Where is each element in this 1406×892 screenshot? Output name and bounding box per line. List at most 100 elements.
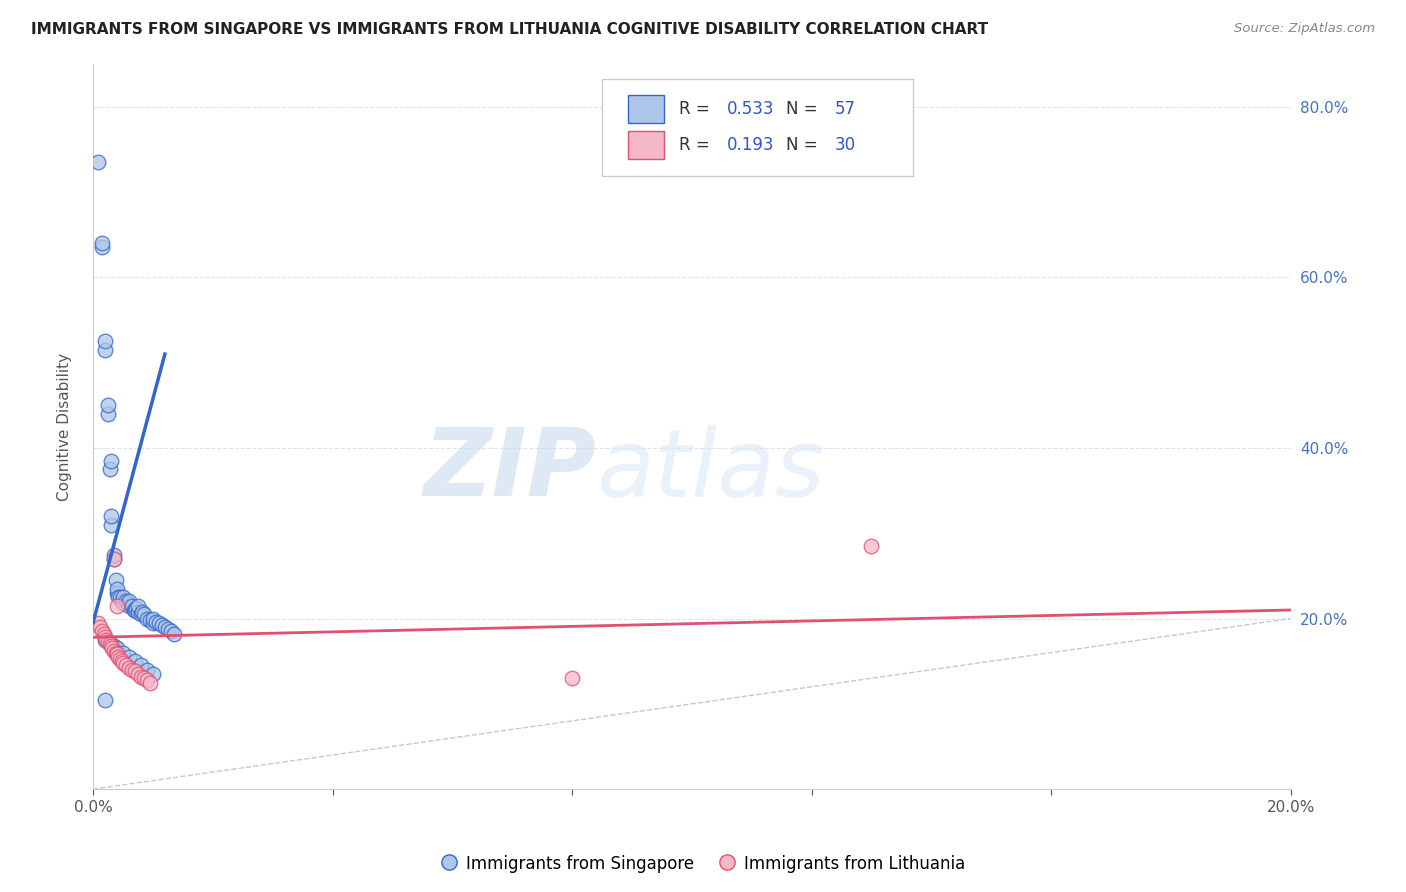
Text: N =: N = [786, 100, 824, 118]
Point [125, 601, 148, 615]
Point [111, 656, 134, 670]
Text: 57: 57 [834, 100, 855, 118]
Point [89, 620, 111, 634]
Point [118, 594, 141, 608]
Point [98, 462, 121, 476]
Point [124, 665, 146, 679]
Point [124, 603, 146, 617]
Point [135, 611, 157, 625]
Text: N =: N = [786, 136, 824, 154]
Point [129, 658, 152, 673]
Point [127, 599, 149, 613]
Point [101, 641, 124, 656]
Point [94, 630, 117, 644]
Point [156, 622, 179, 636]
Point [135, 673, 157, 687]
Point [139, 613, 162, 627]
Point [107, 649, 129, 664]
Point [107, 591, 129, 605]
Point [91, 240, 114, 254]
Point [150, 618, 173, 632]
Point [97, 398, 120, 412]
Point [104, 646, 127, 660]
Point [108, 652, 131, 666]
Point [100, 509, 122, 524]
Point [97, 407, 120, 421]
Point [117, 596, 139, 610]
Point [100, 637, 122, 651]
Point [105, 582, 128, 596]
Point [94, 692, 117, 706]
Point [100, 454, 122, 468]
Point [111, 596, 134, 610]
Point [97, 635, 120, 649]
Point [94, 632, 117, 647]
Point [103, 644, 125, 658]
Y-axis label: Cognitive Disability: Cognitive Disability [58, 352, 72, 500]
Point [103, 551, 125, 566]
Point [561, 671, 583, 685]
Text: 0.193: 0.193 [727, 136, 775, 154]
Point [129, 607, 152, 622]
Point [121, 599, 143, 613]
Point [105, 648, 128, 662]
Text: R =: R = [679, 136, 714, 154]
Point [91, 624, 114, 639]
Point [124, 654, 146, 668]
Point [98, 637, 121, 651]
Point [91, 236, 114, 251]
Point [160, 624, 183, 639]
Text: atlas: atlas [596, 425, 824, 516]
Point [121, 663, 143, 677]
Point [111, 591, 134, 605]
Point [105, 586, 128, 600]
Point [163, 627, 186, 641]
Point [87, 155, 110, 169]
Point [860, 539, 883, 553]
Point [118, 599, 141, 613]
Point [129, 669, 152, 683]
Point [142, 615, 165, 630]
Point [139, 675, 162, 690]
Point [93, 627, 115, 641]
Legend: Immigrants from Singapore, Immigrants from Lithuania: Immigrants from Singapore, Immigrants fr… [434, 848, 972, 880]
Point [103, 639, 125, 653]
Point [127, 605, 149, 619]
Point [100, 639, 122, 653]
Point [104, 573, 127, 587]
Point [103, 551, 125, 566]
Text: ZIP: ZIP [423, 424, 596, 516]
Text: 0.533: 0.533 [727, 100, 775, 118]
Text: R =: R = [679, 100, 714, 118]
Point [111, 594, 134, 608]
Point [96, 632, 118, 647]
Point [118, 649, 141, 664]
Point [131, 605, 153, 619]
Point [97, 635, 120, 649]
Point [132, 671, 155, 685]
Bar [628, 95, 664, 123]
Point [108, 591, 131, 605]
Point [142, 611, 165, 625]
Point [118, 661, 141, 675]
Point [111, 654, 134, 668]
Point [145, 615, 167, 629]
Point [100, 517, 122, 532]
Bar [628, 131, 664, 159]
Point [115, 658, 138, 673]
Point [94, 343, 117, 357]
Text: IMMIGRANTS FROM SINGAPORE VS IMMIGRANTS FROM LITHUANIA COGNITIVE DISABILITY CORR: IMMIGRANTS FROM SINGAPORE VS IMMIGRANTS … [31, 22, 988, 37]
Point [115, 594, 138, 608]
Point [122, 603, 145, 617]
Point [132, 607, 155, 622]
Point [135, 663, 157, 677]
Point [111, 646, 134, 660]
FancyBboxPatch shape [602, 78, 914, 177]
Point [148, 615, 170, 630]
Point [153, 620, 176, 634]
Text: 30: 30 [834, 136, 855, 154]
Point [105, 599, 128, 613]
Point [94, 334, 117, 349]
Point [105, 641, 128, 656]
Point [103, 548, 125, 562]
